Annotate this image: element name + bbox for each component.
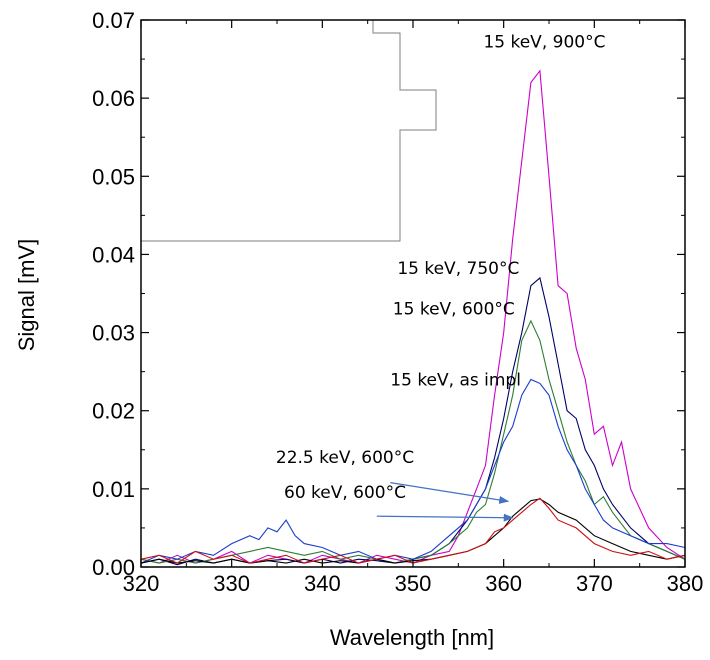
y-tick-label: 0.00 [92,555,135,580]
x-tick-label: 350 [395,571,432,596]
y-tick-label: 0.06 [92,86,135,111]
x-tick-label: 330 [213,571,250,596]
x-axis-title: Wavelength [nm] [330,625,494,650]
y-tick-label: 0.01 [92,477,135,502]
series-line-4 [140,378,686,564]
annotation-arrow [390,482,510,504]
x-tick-label: 370 [576,571,613,596]
x-tick-label: 320 [123,571,160,596]
series-line-1 [140,69,686,564]
annotation-label-6: 60 keV, 600°C [284,483,406,503]
series-line-6 [140,497,686,564]
y-axis-title: Signal [mV] [14,239,39,352]
x-tick-label: 360 [485,571,522,596]
annotation-label-2: 15 keV, 750°C [397,259,519,279]
series-layer [140,69,686,566]
y-tick-label: 0.04 [92,242,135,267]
series-line-5 [140,498,686,564]
annotation-label-3: 15 keV, 600°C [393,300,515,320]
x-tick-label: 340 [304,571,341,596]
x-tick-label: 380 [667,571,704,596]
annotation-layer: 15 keV, 900°C 15 keV, 750°C 15 keV, 600°C 1… [276,32,605,522]
axes-layer: 320 330 340 350 360 370 380 0.00 0.01 0.02 0.03 0.0… [92,8,703,596]
series-line-3 [140,319,686,564]
annotation-label-1: 15 keV, 900°C [483,32,605,52]
y-tick-label: 0.02 [92,399,135,424]
annotation-label-4: 15 keV, as impl [390,371,521,391]
blank-legend-region [141,19,437,242]
annotation-arrow [376,513,514,522]
annotation-label-5: 22.5 keV, 600°C [276,448,414,468]
series-line-2 [140,276,686,566]
y-tick-label: 0.07 [92,8,135,33]
y-tick-label: 0.03 [92,321,135,346]
y-tick-label: 0.05 [92,164,135,189]
